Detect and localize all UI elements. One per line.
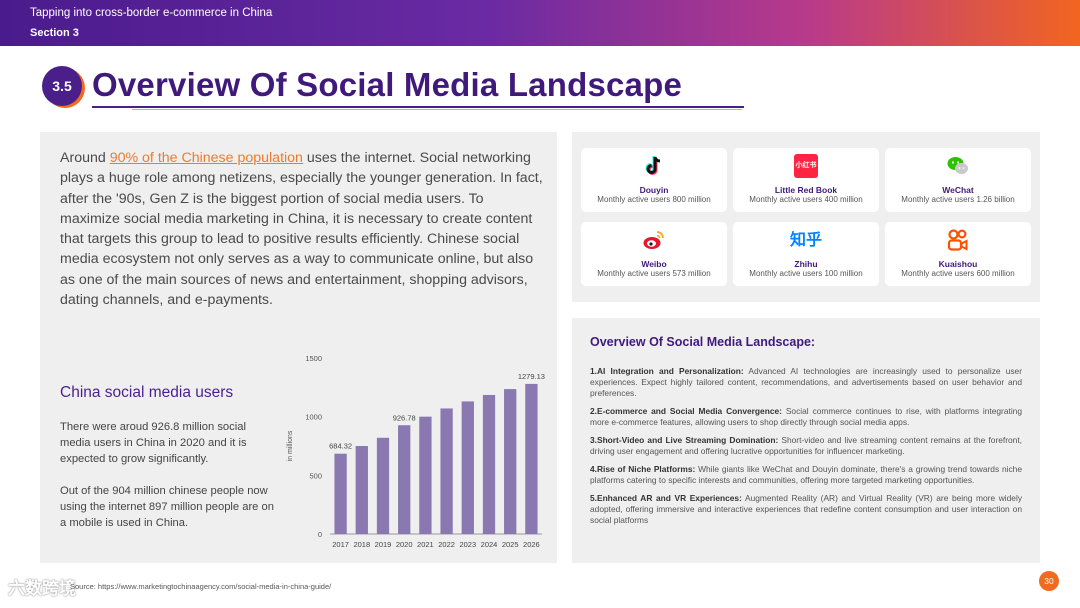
y-axis-label: in millions <box>287 430 294 461</box>
list-item-heading: 4.Rise of Niche Platforms: <box>590 464 696 474</box>
list-item-text: Short-video and live streaming content r… <box>590 435 1022 456</box>
platform-name: WeChat <box>942 185 974 195</box>
douyin-icon <box>645 156 661 175</box>
list-item: 2.E-commerce and Social Media Convergenc… <box>590 406 1022 428</box>
list-item: 5.Enhanced AR and VR Experiences: Augmen… <box>590 493 1022 526</box>
y-tick-label: 500 <box>309 471 322 480</box>
header-bar: Tapping into cross-border e-commerce in … <box>0 0 1080 46</box>
list-item-text: Advanced AI technologies are increasingl… <box>590 366 1022 398</box>
title-underline-accent <box>132 109 742 110</box>
x-tick-label: 2020 <box>396 540 413 549</box>
data-label: 684.32 <box>329 442 352 451</box>
platform-card-kuaishou[interactable]: Kuaishou Monthly active users 600 millio… <box>885 222 1031 286</box>
weibo-icon <box>643 231 664 249</box>
zhihu-icon: 知乎 <box>789 230 822 249</box>
platform-name: Douyin <box>639 185 669 195</box>
x-tick-label: 2021 <box>417 540 434 549</box>
users-bar-chart: in millions 0 500 1000 1500 2017 684.32 2018 20… <box>280 348 550 558</box>
bar-2020 <box>398 425 411 534</box>
x-tick-label: 2022 <box>438 540 455 549</box>
intro-body: uses the internet. Social networking pla… <box>60 150 543 309</box>
platform-desc: Monthly active users 1.26 billion <box>901 195 1015 204</box>
little-red-book-icon: 小红书 <box>794 154 818 178</box>
title-underline <box>92 106 744 108</box>
list-item-heading: 2.E-commerce and Social Media Convergenc… <box>590 406 782 416</box>
bar-2024 <box>482 394 496 534</box>
users-paragraph-1: There were aroud 926.8 million social me… <box>60 421 247 465</box>
slide-title-row: 3.5 Overview Of Social Media Landscape <box>42 66 744 110</box>
platform-name: Zhihu <box>794 259 818 269</box>
page-title: Overview Of Social Media Landscape <box>92 66 683 103</box>
bar-2023 <box>461 401 474 534</box>
section-label: Section 3 <box>30 27 79 39</box>
platform-desc: Monthly active users 100 million <box>749 269 863 278</box>
platform-card-wechat[interactable]: WeChat Monthly active users 1.26 billion <box>885 148 1031 212</box>
platform-card-zhihu[interactable]: 知乎 Zhihu Monthly active users 100 millio… <box>733 222 879 286</box>
bar-2026 <box>525 383 538 534</box>
platform-card-weibo[interactable]: Weibo Monthly active users 573 million <box>581 222 727 286</box>
bar-2025 <box>504 389 517 534</box>
bar-2017 <box>334 453 347 534</box>
page-number: 30 <box>1039 571 1059 591</box>
intro-lead: Around <box>60 150 110 166</box>
list-item-heading: 5.Enhanced AR and VR Experiences: <box>590 493 742 503</box>
list-item: 3.Short-Video and Live Streaming Dominat… <box>590 435 1022 457</box>
list-item-heading: 1.AI Integration and Personalization: <box>590 366 744 376</box>
list-item: 1.AI Integration and Personalization: Ad… <box>590 366 1022 399</box>
list-item: 4.Rise of Niche Platforms: While giants … <box>590 464 1022 486</box>
platform-desc: Monthly active users 400 million <box>749 195 863 204</box>
x-tick-label: 2017 <box>332 540 349 549</box>
list-item-text: Augmented Reality (AR) and Virtual Reali… <box>590 493 1023 525</box>
platform-desc: Monthly active users 600 million <box>901 269 1015 278</box>
platform-desc: Monthly active users 573 million <box>597 269 711 278</box>
chart-svg: in millions 0 500 1000 1500 2017 684.32 2018 20… <box>287 354 545 549</box>
list-item-heading: 3.Short-Video and Live Streaming Dominat… <box>590 435 779 445</box>
bar-2022 <box>440 408 453 534</box>
x-tick-label: 2024 <box>481 540 498 549</box>
source-link[interactable]: Source: https://www.marketingtochinaagen… <box>70 582 332 591</box>
users-section-title: China social media users <box>60 384 234 401</box>
kuaishou-icon <box>947 229 968 251</box>
y-tick-label: 0 <box>318 530 322 539</box>
platform-card-douyin[interactable]: Douyin Monthly active users 800 million <box>581 148 727 212</box>
x-tick-label: 2026 <box>523 540 540 549</box>
watermark-logo: 六数跨境 <box>8 579 76 598</box>
bar-2018 <box>355 446 368 534</box>
y-tick-label: 1000 <box>305 413 322 422</box>
platform-desc: Monthly active users 800 million <box>597 195 711 204</box>
intro-panel: Around 90% of the Chinese population use… <box>40 132 557 563</box>
overview-panel: Overview Of Social Media Landscape: 1.AI… <box>572 318 1040 563</box>
data-label: 926.78 <box>393 413 416 422</box>
bar-2021 <box>419 416 432 534</box>
population-link[interactable]: 90% of the Chinese population <box>109 150 303 166</box>
deck-title: Tapping into cross-border e-commerce in … <box>30 7 273 19</box>
wechat-icon <box>947 157 968 174</box>
list-item-text: Social commerce continues to rise, with … <box>590 406 1022 427</box>
x-tick-label: 2018 <box>353 540 370 549</box>
data-label: 1279.13 <box>518 372 545 381</box>
section-number-badge: 3.5 <box>42 66 82 106</box>
bar-2019 <box>376 437 390 534</box>
list-item-text: While giants like WeChat and Douyin domi… <box>590 464 1022 485</box>
y-tick-label: 1500 <box>305 354 322 363</box>
users-paragraph-2: Out of the 904 million chinese people no… <box>60 485 274 529</box>
platform-card-little-red-book[interactable]: 小红书 Little Red Book Monthly active users… <box>733 148 879 212</box>
intro-paragraph: Around 90% of the Chinese population use… <box>60 148 544 310</box>
overview-title: Overview Of Social Media Landscape: <box>590 335 816 349</box>
platform-name: Kuaishou <box>938 259 978 269</box>
x-tick-label: 2019 <box>375 540 392 549</box>
platform-name: Little Red Book <box>774 185 838 195</box>
platforms-panel: Douyin Monthly active users 800 million … <box>572 132 1040 302</box>
overview-list: 1.AI Integration and Personalization: Ad… <box>590 366 1022 533</box>
platform-name: Weibo <box>641 259 667 269</box>
x-tick-label: 2025 <box>502 540 519 549</box>
x-tick-label: 2023 <box>459 540 476 549</box>
